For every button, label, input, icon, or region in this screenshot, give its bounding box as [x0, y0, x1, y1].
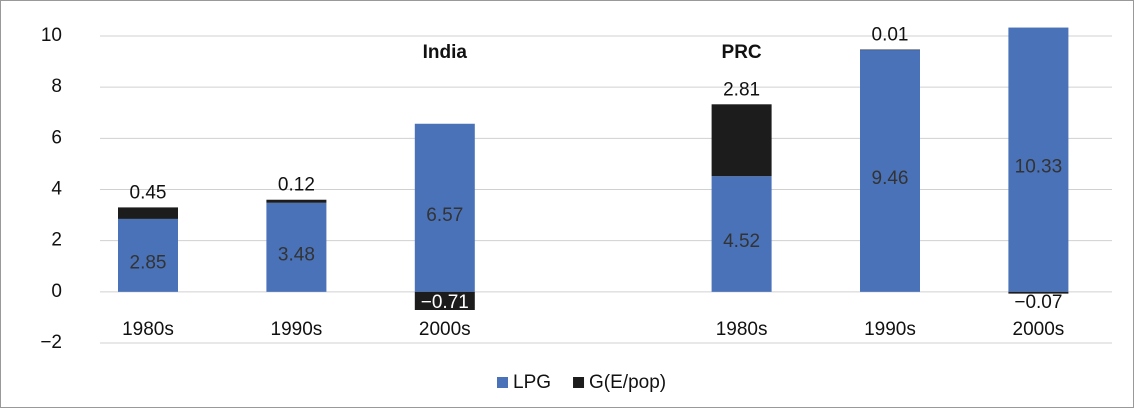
value-label: 9.46 — [872, 168, 909, 189]
bar — [118, 218, 178, 292]
bar — [860, 49, 920, 292]
value-label: 2.81 — [723, 79, 760, 100]
x-tick-label: 1990s — [864, 319, 916, 340]
bar — [266, 202, 327, 292]
value-label: 6.57 — [426, 205, 463, 226]
x-tick-label: 1980s — [716, 319, 768, 340]
legend-label: LPG — [513, 372, 551, 393]
y-tick-label: −2 — [40, 332, 62, 353]
value-label: −0.71 — [421, 292, 469, 313]
value-label: 4.52 — [723, 231, 760, 252]
x-tick-label: 1980s — [122, 319, 174, 340]
y-tick-label: 0 — [51, 281, 62, 302]
value-label: 0.12 — [278, 175, 315, 196]
bar — [860, 49, 920, 51]
legend-swatch — [573, 377, 585, 388]
bar — [118, 207, 178, 219]
bar — [266, 199, 327, 203]
value-label: 3.48 — [278, 244, 315, 265]
group-label: PRC — [722, 42, 762, 63]
group-label: India — [423, 42, 468, 63]
x-tick-label: 2000s — [1013, 319, 1065, 340]
value-label: 0.45 — [130, 182, 167, 203]
legend-label: G(E/pop) — [589, 372, 666, 393]
value-label: 2.85 — [130, 252, 167, 273]
bar — [1008, 27, 1069, 292]
y-tick-label: 8 — [51, 76, 62, 97]
bar — [1008, 291, 1069, 294]
bar — [414, 291, 475, 310]
x-tick-label: 2000s — [419, 319, 471, 340]
y-tick-label: 10 — [41, 25, 62, 46]
legend-swatch — [497, 377, 508, 388]
y-tick-label: 2 — [51, 230, 62, 251]
x-tick-label: 1990s — [271, 319, 323, 340]
bar — [711, 104, 772, 177]
value-label: 0.01 — [872, 25, 909, 46]
bar — [414, 123, 475, 292]
y-tick-label: 6 — [51, 127, 62, 148]
value-label: −0.07 — [1014, 292, 1062, 313]
value-label: 10.33 — [1015, 157, 1063, 178]
y-tick-label: 4 — [51, 179, 62, 200]
bar — [711, 176, 772, 292]
